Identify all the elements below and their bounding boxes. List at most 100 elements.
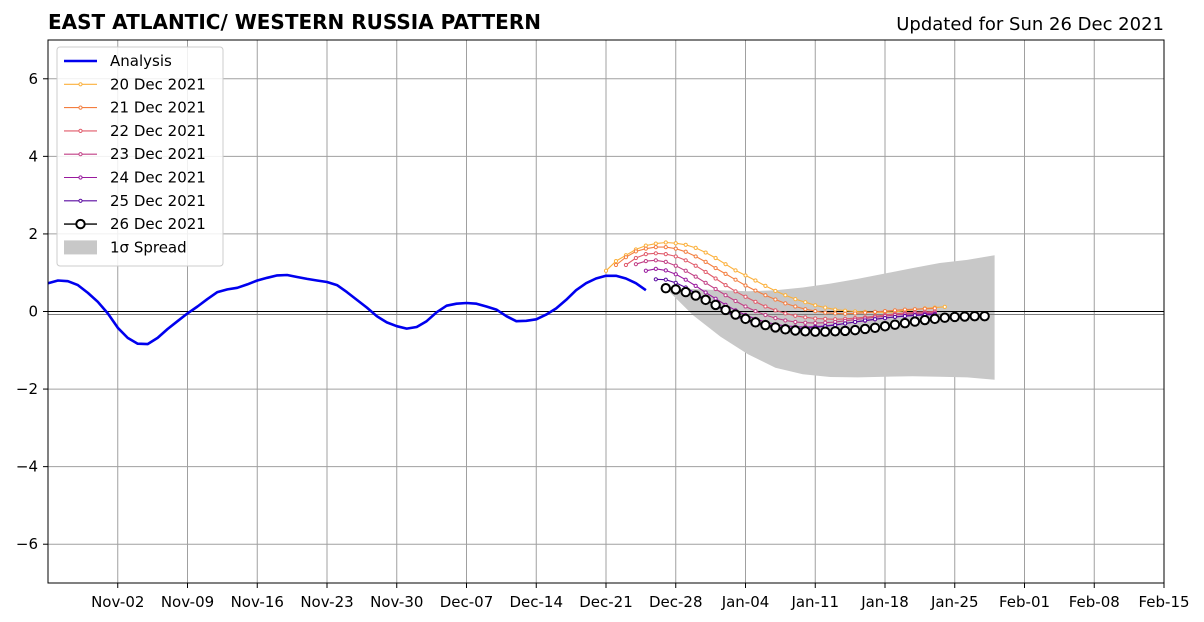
forecast-point [790, 325, 801, 336]
x-tick-label: Nov-09 [161, 593, 214, 611]
x-tick-label: Dec-21 [579, 593, 633, 611]
forecast-point [693, 254, 698, 259]
forecast-point [673, 280, 678, 285]
forecast-point [803, 307, 808, 312]
forecast-point [793, 313, 798, 318]
forecast-point [613, 258, 619, 264]
forecast-point [673, 254, 678, 259]
forecast-point [813, 303, 818, 308]
forecast-point [783, 293, 788, 298]
forecast-point [892, 314, 898, 320]
forecast-point [763, 293, 768, 298]
forecast-point [703, 280, 708, 285]
forecast-point [879, 321, 891, 332]
forecast-point [673, 272, 678, 277]
forecast-point [833, 311, 838, 316]
forecast-point [613, 262, 619, 268]
forecast-point [829, 326, 841, 337]
forecast-point [663, 277, 668, 282]
forecast-point [733, 268, 738, 273]
x-tick-label: Jan-11 [790, 593, 839, 611]
forecast-point [969, 310, 980, 322]
forecast-point [882, 309, 888, 314]
forecast-point [623, 255, 629, 260]
forecast-point [643, 268, 648, 273]
forecast-point [770, 322, 781, 333]
forecast-point [713, 255, 718, 261]
forecast-point [653, 277, 658, 282]
y-tick-label: 2 [28, 225, 38, 243]
legend-swatch-marker [75, 218, 86, 230]
forecast-point [683, 268, 688, 273]
forecast-point [653, 258, 658, 263]
forecast-point [693, 274, 698, 279]
forecast-point [869, 322, 881, 333]
forecast-point [872, 309, 878, 314]
forecast-point [643, 251, 648, 257]
forecast-point [803, 315, 808, 320]
forecast-point [693, 245, 698, 250]
forecast-point [670, 284, 681, 295]
forecast-point [703, 250, 708, 255]
x-tick-label: Dec-14 [509, 593, 563, 611]
forecast-point [723, 293, 728, 298]
forecast-point [690, 290, 701, 301]
forecast-point [753, 288, 758, 293]
forecast-point [623, 262, 629, 268]
forecast-point [902, 314, 908, 319]
forecast-point [653, 266, 658, 271]
legend-swatch-marker [78, 82, 83, 87]
legend-swatch-marker [78, 105, 83, 110]
forecast-point [663, 251, 668, 257]
forecast-point [723, 271, 728, 276]
forecast-point [889, 319, 901, 330]
forecast-point [942, 304, 947, 309]
forecast-point [773, 308, 778, 313]
forecast-point [603, 268, 609, 273]
forecast-point [633, 262, 638, 267]
legend-swatch-marker [78, 175, 83, 180]
spread-band [665, 255, 995, 380]
forecast-point [683, 249, 688, 254]
forecast-point [733, 289, 738, 294]
forecast-point [673, 241, 678, 246]
forecast-point [882, 315, 888, 321]
forecast-point [723, 262, 728, 267]
y-tick-label: 0 [28, 303, 38, 321]
forecast-point [800, 326, 811, 337]
forecast-point [823, 310, 828, 315]
x-tick-label: Dec-07 [440, 593, 494, 611]
legend-swatch-marker [78, 198, 83, 203]
forecast-point [899, 317, 911, 329]
forecast-point [793, 296, 798, 302]
x-tick-label: Feb-08 [1069, 593, 1120, 611]
chart-subtitle: Updated for Sun 26 Dec 2021 [896, 14, 1164, 35]
analysis-line [47, 273, 647, 346]
forecast-point [773, 288, 778, 294]
forecast-point [753, 278, 758, 283]
forecast-point [833, 307, 838, 312]
forecast-point [720, 304, 731, 316]
legend-label: Analysis [110, 52, 172, 70]
forecast-point [653, 245, 658, 250]
forecast-point [813, 321, 818, 326]
legend: Analysis 20 Dec 2021 21 Dec 2021 22 Dec 202… [56, 46, 224, 267]
forecast-point [862, 318, 868, 323]
axes-frame [47, 39, 1165, 584]
forecast-point [793, 304, 798, 309]
forecast-point [803, 300, 808, 305]
y-tick-label: −6 [16, 535, 38, 553]
forecast-point [820, 326, 831, 337]
x-tick-label: Nov-23 [300, 593, 353, 611]
forecast-point [783, 301, 788, 306]
x-tick-label: Nov-30 [370, 593, 423, 611]
x-tick-label: Jan-04 [721, 593, 770, 611]
forecast-point [763, 283, 768, 289]
forecast-point [760, 319, 771, 331]
y-tick-label: −2 [16, 380, 38, 398]
x-tick-label: Feb-15 [1138, 593, 1189, 611]
forecast-point [763, 312, 768, 318]
forecast-point [939, 312, 950, 323]
forecast-point [783, 318, 788, 323]
